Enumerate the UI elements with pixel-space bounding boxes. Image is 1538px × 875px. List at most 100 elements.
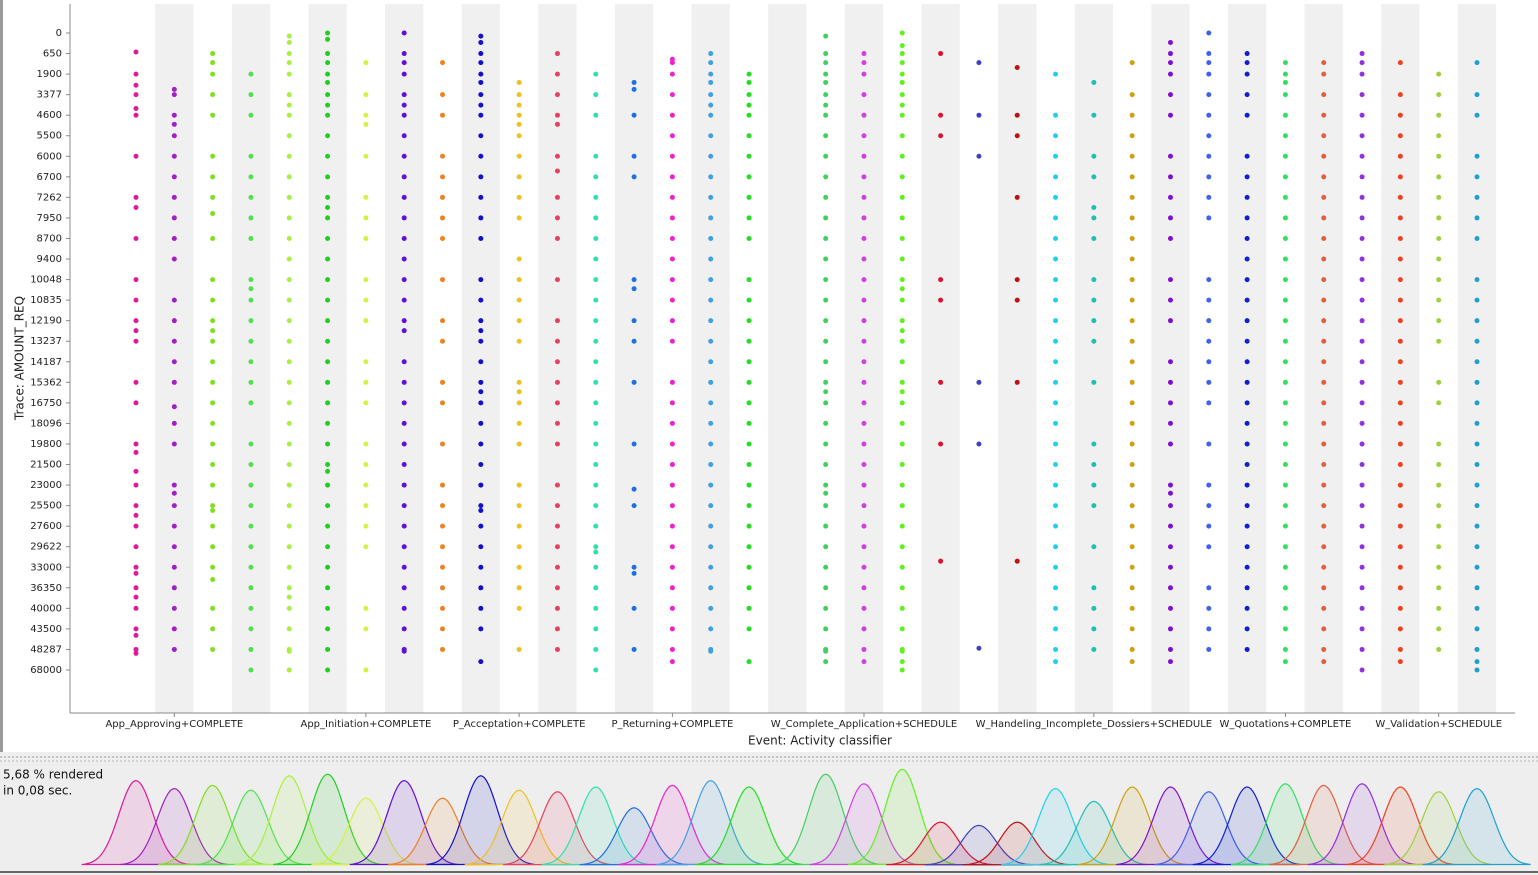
event-dot (1359, 585, 1365, 591)
density-curve (1269, 784, 1378, 866)
event-dot (899, 112, 905, 118)
event-dot (210, 503, 216, 509)
event-dot (746, 585, 752, 591)
event-dot (1397, 482, 1403, 488)
event-column (976, 60, 982, 651)
event-dot (1436, 441, 1442, 447)
event-column (1206, 30, 1212, 652)
density-curve (388, 797, 497, 866)
event-dot (1397, 605, 1403, 611)
panel-edge (0, 0, 3, 752)
event-dot (478, 79, 484, 85)
event-dot (1474, 441, 1480, 447)
event-dot (286, 338, 292, 344)
event-dot (593, 318, 599, 324)
event-dot (171, 318, 177, 324)
event-dot (708, 420, 714, 426)
event-dot (938, 277, 944, 283)
event-dot (669, 659, 675, 665)
event-dot (746, 659, 752, 665)
event-dot (1167, 359, 1173, 365)
event-dot (1397, 462, 1403, 468)
event-dot (1474, 564, 1480, 570)
event-dot (1282, 318, 1288, 324)
event-dot (823, 400, 829, 406)
y-tick-label: 25500 (30, 501, 62, 512)
event-dot (899, 359, 905, 365)
event-dot (554, 112, 560, 118)
event-dot (1321, 256, 1327, 262)
event-dot (363, 359, 369, 365)
density-curve (617, 784, 727, 866)
event-dot (478, 605, 484, 611)
event-dot (1053, 297, 1059, 303)
event-dot (554, 92, 560, 98)
event-dot (1129, 133, 1135, 139)
event-dot (746, 174, 752, 180)
event-dot (1053, 503, 1059, 509)
event-dot (1436, 153, 1442, 159)
event-dot (746, 441, 752, 447)
event-dot (1053, 112, 1059, 118)
event-dot (823, 585, 829, 591)
event-dot (708, 79, 714, 85)
event-dot (325, 544, 331, 550)
event-dot (593, 523, 599, 529)
event-dot (708, 92, 714, 98)
event-dot (478, 133, 484, 139)
y-tick-label: 68000 (30, 665, 62, 676)
event-dot (1321, 564, 1327, 570)
event-dot (1053, 256, 1059, 262)
event-dot (363, 277, 369, 283)
event-dot (1474, 667, 1480, 673)
event-dot (1167, 523, 1173, 529)
event-dot (976, 60, 982, 66)
event-dot (593, 92, 599, 98)
density-curve (1154, 791, 1263, 866)
event-dot (133, 564, 139, 570)
column-band (768, 4, 807, 713)
event-dot (1053, 215, 1059, 221)
event-dot (823, 194, 829, 200)
event-dot (1167, 215, 1173, 221)
event-dot (1244, 153, 1250, 159)
event-column (1014, 65, 1020, 564)
event-dot (440, 215, 446, 221)
event-dot (1474, 626, 1480, 632)
event-dot (1091, 646, 1097, 652)
event-dot (325, 112, 331, 118)
event-dot (1321, 585, 1327, 591)
event-dot (401, 564, 407, 570)
event-dot (478, 379, 484, 385)
event-dot (1244, 400, 1250, 406)
event-dot (478, 585, 484, 591)
event-dot (1129, 338, 1135, 344)
event-dot (133, 512, 139, 518)
event-dot (286, 594, 292, 600)
event-dot (1359, 400, 1365, 406)
event-dot (363, 60, 369, 66)
event-dot (325, 215, 331, 221)
event-dot (1206, 71, 1212, 77)
event-dot (286, 235, 292, 241)
event-dot (1359, 564, 1365, 570)
event-dot (1436, 482, 1442, 488)
event-dot (1282, 420, 1288, 426)
event-dot (171, 605, 177, 611)
event-dot (1091, 79, 1097, 85)
event-dot (1436, 503, 1442, 509)
event-dot (1359, 503, 1365, 509)
event-dot (823, 626, 829, 632)
event-dot (1436, 338, 1442, 344)
event-dot (133, 646, 139, 652)
event-dot (210, 297, 216, 303)
event-dot (478, 508, 484, 514)
event-dot (1359, 277, 1365, 283)
event-dot (1206, 194, 1212, 200)
event-dot (1397, 420, 1403, 426)
event-dot (861, 133, 867, 139)
event-dot (1167, 153, 1173, 159)
event-dot (286, 174, 292, 180)
event-dot (708, 153, 714, 159)
event-dot (1321, 544, 1327, 550)
